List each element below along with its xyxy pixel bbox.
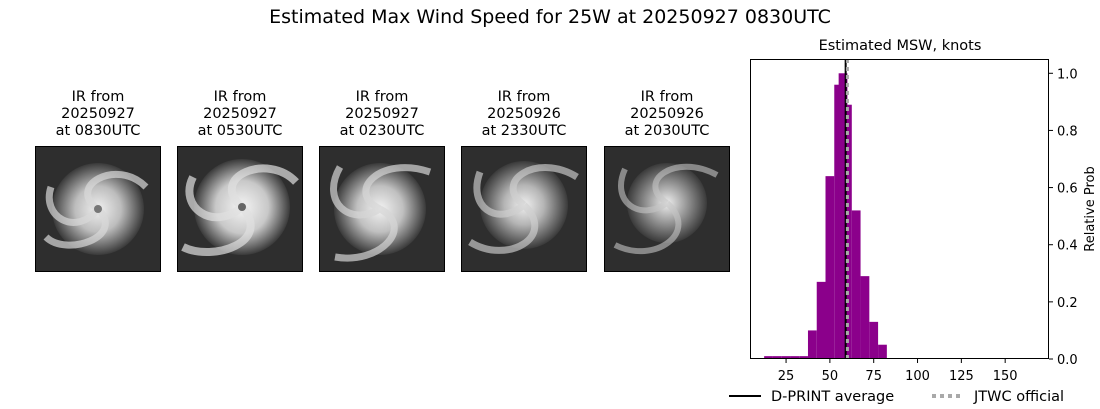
ir-panel: IR from 20250927 at 0530UTC (177, 89, 303, 272)
ir-panel-title: IR from 20250927 at 0830UTC (55, 89, 141, 139)
x-tick-label: 100 (905, 369, 930, 384)
y-axis-label: Relative Prob (1083, 166, 1098, 251)
ir-panel-title: IR from 20250927 at 0230UTC (339, 89, 425, 139)
y-axis-ticks: 0.0 0.2 0.4 0.6 0.8 1.0 (1049, 67, 1078, 368)
ir-satellite-image (319, 146, 445, 272)
ir-panel-title: IR from 20250927 at 0530UTC (197, 89, 283, 139)
histogram-peak-bar (838, 73, 848, 360)
chart-legend: D-PRINT average JTWC official (729, 389, 1064, 405)
ir-panel: IR from 20250926 at 2330UTC (461, 89, 587, 272)
y-tick-label: 1.0 (1057, 67, 1078, 82)
ir-satellite-image (35, 146, 161, 272)
y-tick-label: 0.6 (1057, 182, 1078, 197)
histogram-bar (816, 281, 826, 359)
histogram-bar (851, 210, 861, 359)
histogram-bar (764, 356, 773, 359)
histogram-bar (781, 356, 791, 359)
ir-panel-title: IR from 20250926 at 2030UTC (624, 89, 710, 139)
histogram-bar (869, 321, 879, 359)
x-tick-label: 75 (865, 369, 882, 384)
legend-jtwc-label: JTWC official (973, 389, 1064, 405)
x-tick-label: 150 (993, 369, 1018, 384)
y-tick-label: 0.0 (1057, 353, 1078, 368)
y-tick-label: 0.2 (1057, 296, 1078, 311)
x-tick-label: 50 (822, 369, 839, 384)
y-tick-label: 0.4 (1057, 239, 1078, 254)
ir-satellite-image (604, 146, 730, 272)
histogram-bar (860, 276, 870, 359)
histogram-bar (825, 176, 835, 359)
ir-panel-title: IR from 20250926 at 2330UTC (481, 89, 567, 139)
histogram-bars (764, 73, 1036, 360)
ir-panel: IR from 20250927 at 0230UTC (319, 89, 445, 272)
x-axis-ticks: 25 50 75 100 125 150 (778, 359, 1018, 384)
plot-frame (750, 59, 1049, 359)
x-tick-label: 25 (778, 369, 795, 384)
ir-panel: IR from 20250926 at 2030UTC (604, 89, 730, 272)
x-tick-label: 125 (949, 369, 974, 384)
histogram-bar (799, 356, 808, 359)
ir-satellite-image (177, 146, 303, 272)
histogram-bar (790, 356, 800, 359)
legend-dprint-label: D-PRINT average (771, 389, 894, 405)
y-tick-label: 0.8 (1057, 124, 1078, 139)
histogram-bar (878, 344, 887, 359)
ir-satellite-image (461, 146, 587, 272)
figure-title: Estimated Max Wind Speed for 25W at 2025… (269, 6, 831, 28)
ir-panel: IR from 20250927 at 0830UTC (35, 89, 161, 272)
histogram-bar (772, 356, 782, 359)
chart-title: Estimated MSW, knots (819, 38, 982, 54)
histogram-bar (807, 330, 817, 359)
reference-lines (844, 59, 849, 359)
